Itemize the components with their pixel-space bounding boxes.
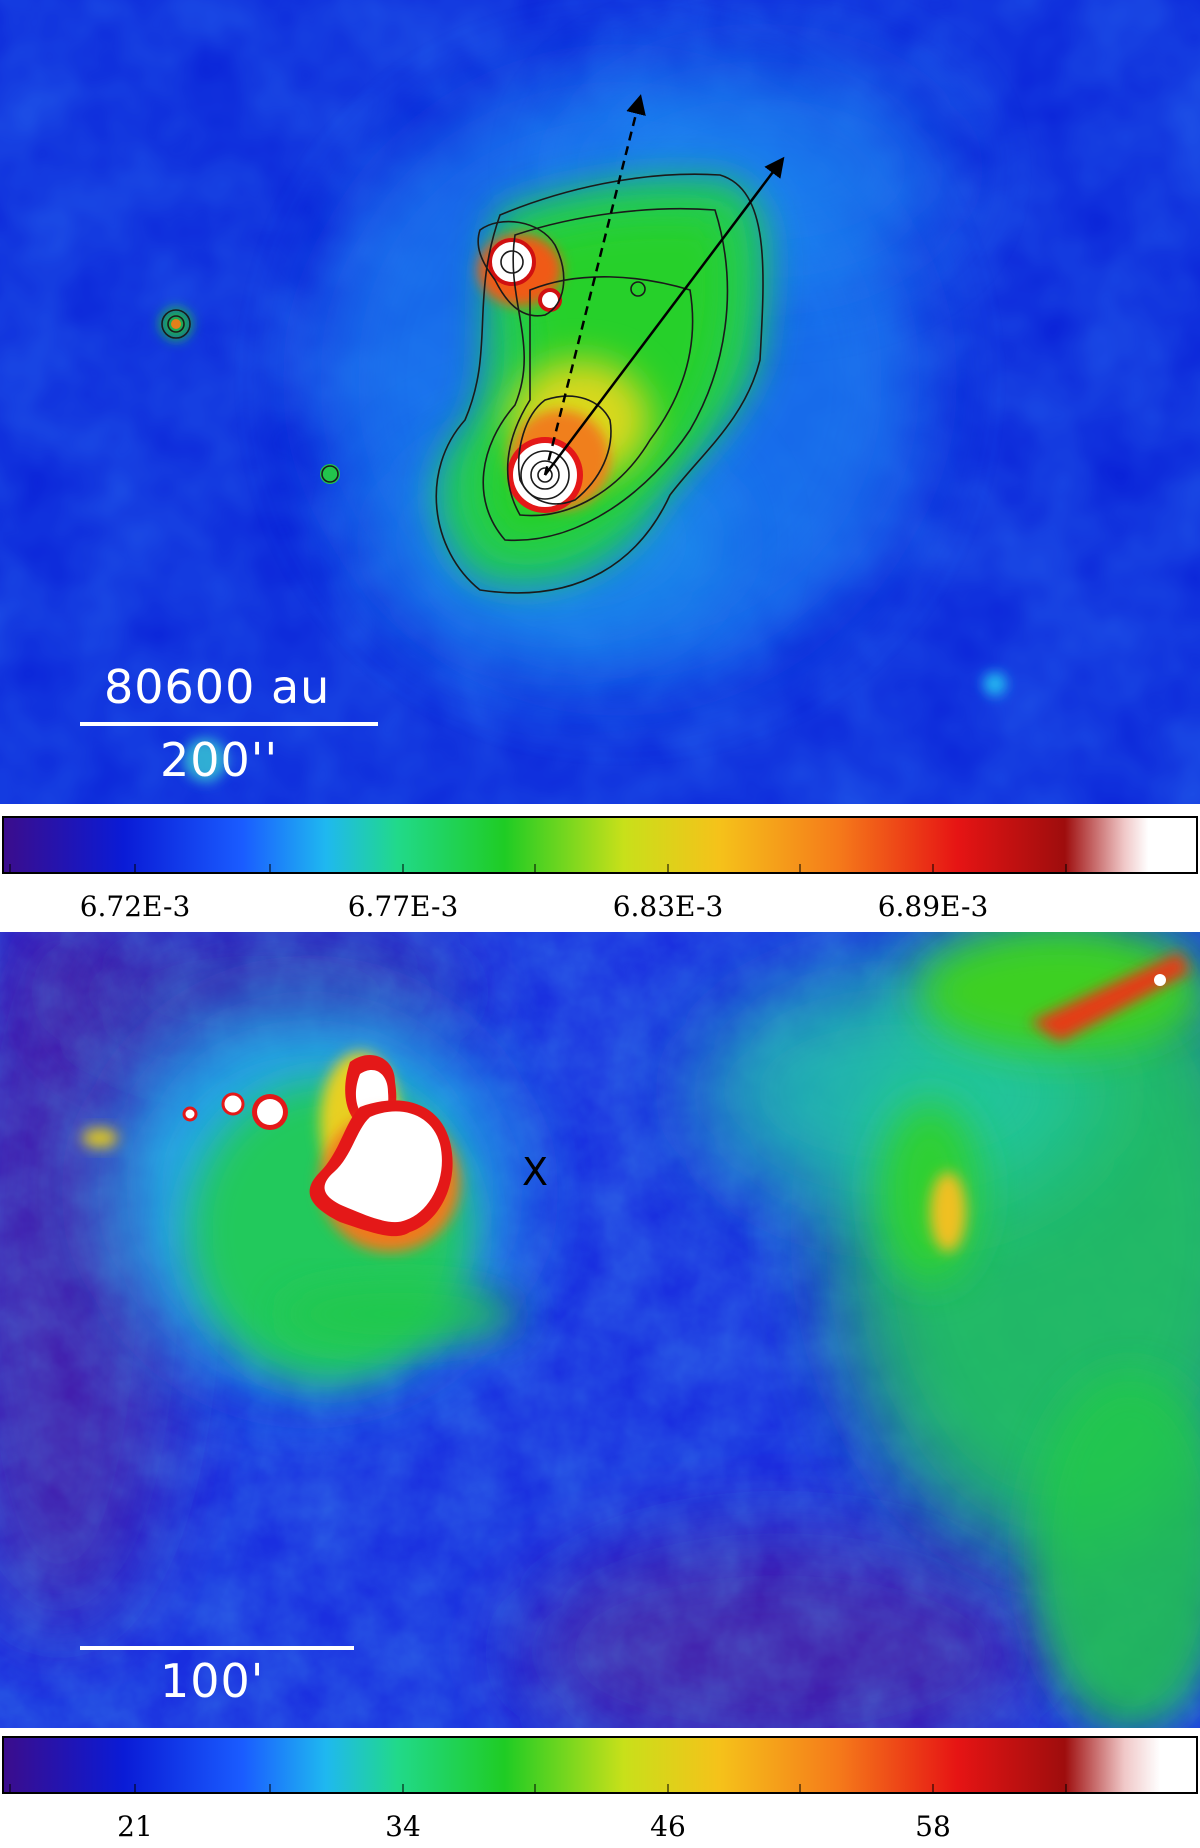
bottom-colorbar-tick-label: 46	[650, 1810, 686, 1843]
top-image-map	[0, 0, 1200, 804]
top-image-panel: 80600 au 200''	[0, 0, 1200, 804]
scalebar-line	[80, 1646, 354, 1650]
top-colorbar	[2, 816, 1198, 874]
bottom-colorbar	[2, 1736, 1198, 1794]
bottom-colorbar-tick-label: 21	[117, 1810, 153, 1843]
scalebar-line	[80, 722, 378, 726]
scalebar-arcsec-label: 200''	[160, 733, 279, 787]
bottom-colorbar-tick-label: 58	[915, 1810, 951, 1843]
bottom-colorbar-tick-label: 34	[385, 1810, 421, 1843]
bottom-image-map	[0, 932, 1200, 1728]
position-marker: X	[522, 1150, 549, 1194]
solid-arrow	[544, 156, 785, 476]
bottom-image-panel: X 100'	[0, 932, 1200, 1728]
top-colorbar-tick-label: 6.72E-3	[79, 890, 191, 923]
contour-lines	[161, 173, 764, 594]
dashed-arrow	[543, 94, 646, 476]
scalebar-au-label: 80600 au	[104, 660, 331, 714]
top-colorbar-tick-label: 6.77E-3	[347, 890, 459, 923]
top-colorbar-tick-label: 6.89E-3	[877, 890, 989, 923]
top-colorbar-tick-label: 6.83E-3	[612, 890, 724, 923]
scalebar-arcmin-label: 100'	[160, 1654, 265, 1708]
